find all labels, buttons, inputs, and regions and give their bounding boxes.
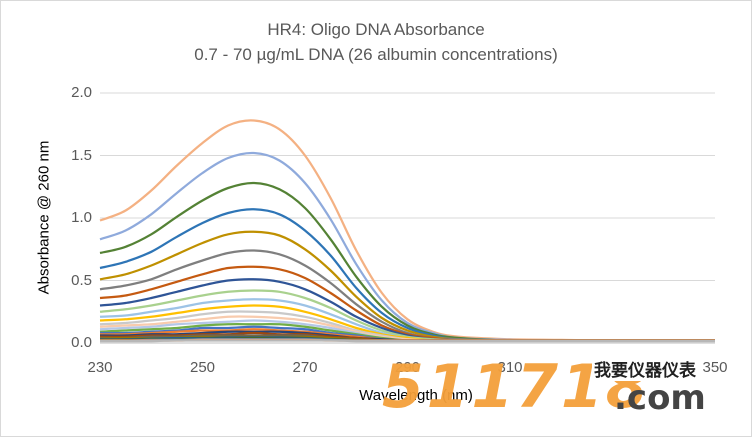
chart-title: HR4: Oligo DNA Absorbance: [267, 20, 485, 39]
y-tick-label: 1.0: [71, 209, 92, 226]
series-line: [99, 181, 715, 342]
x-tick-label: 230: [87, 359, 113, 376]
x-tick-label: 290: [394, 359, 421, 376]
y-axis-label: Absorbance @ 260 nm: [35, 140, 53, 295]
watermark-logo: 511718 我要仪器仪表 .com: [382, 352, 732, 432]
chart-subtitle: 0.7 - 70 µg/mL DNA (26 albumin concentra…: [194, 45, 558, 64]
y-tick-label: 2.0: [71, 84, 92, 101]
y-tick-label: 1.5: [71, 146, 92, 164]
x-tick-label: 270: [292, 359, 318, 376]
watermark-domain: .com: [614, 378, 706, 418]
series-line: [100, 339, 715, 343]
x-axis-label: Wavelength (nm): [359, 387, 473, 404]
series-line: [99, 119, 716, 342]
x-tick-label: 350: [702, 359, 728, 376]
x-tick-label: 250: [189, 359, 216, 376]
y-tick-label: 0.5: [71, 271, 92, 289]
watermark-chinese-text: 我要仪器仪表: [592, 356, 698, 381]
x-tick-label: 310: [497, 359, 523, 376]
y-tick-label: 0.0: [71, 334, 92, 351]
